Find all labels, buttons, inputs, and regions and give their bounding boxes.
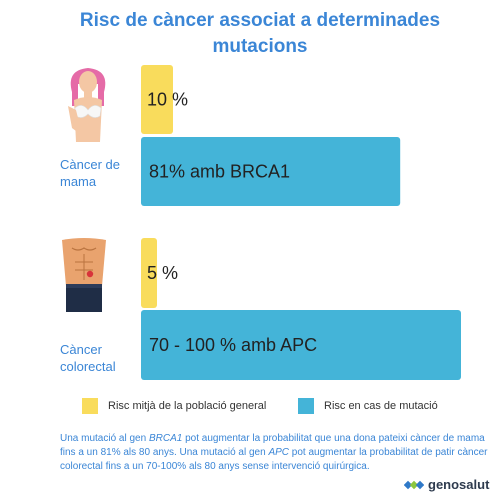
legend-swatch-general <box>82 398 98 414</box>
legend-mutation: Risc en cas de mutació <box>298 398 438 414</box>
legend-label-general: Risc mitjà de la població general <box>108 400 267 412</box>
note-part-1: Una mutació al gen <box>60 433 149 444</box>
genosalut-logo: genosalut <box>404 477 489 492</box>
bar-label-breast-mutation: 81% amb BRCA1 <box>149 162 290 182</box>
bar-label-colorectal-general: 5 % <box>147 263 178 283</box>
note-gene-apc: APC <box>268 447 290 458</box>
logo-text: genosalut <box>428 477 490 492</box>
legend-general: Risc mitjà de la població general <box>82 398 266 414</box>
male-torso-icon <box>62 238 106 312</box>
category-label-breast: Càncer de mama <box>60 157 120 189</box>
bar-breast-general <box>141 65 173 134</box>
note-part-3: pot augmentar la probabilitat de patir c… <box>60 447 488 472</box>
chart-title: Risc de càncer associat a determinades m… <box>79 10 441 57</box>
note-gene-brca1: BRCA1 <box>148 433 183 444</box>
bar-colorectal-general <box>141 238 157 308</box>
footnote: Una mutació al gen BRCA1 pot augmentar l… <box>60 432 492 474</box>
bar-colorectal-mutation <box>141 310 461 380</box>
legend-label-mutation: Risc en cas de mutació <box>324 400 438 412</box>
genosalut-logo-icon <box>404 480 424 489</box>
bar-breast-mutation <box>141 137 401 206</box>
woman-breast-icon <box>68 68 106 142</box>
legend-swatch-mutation <box>298 398 314 414</box>
bar-label-colorectal-mutation: 70 - 100 % amb APC <box>149 335 317 355</box>
category-label-colorectal: Càncer colorectal <box>60 342 116 374</box>
bar-label-breast-general: 10 % <box>147 90 188 110</box>
note-part-2: pot augmentar la probabilitat que una do… <box>60 433 485 458</box>
